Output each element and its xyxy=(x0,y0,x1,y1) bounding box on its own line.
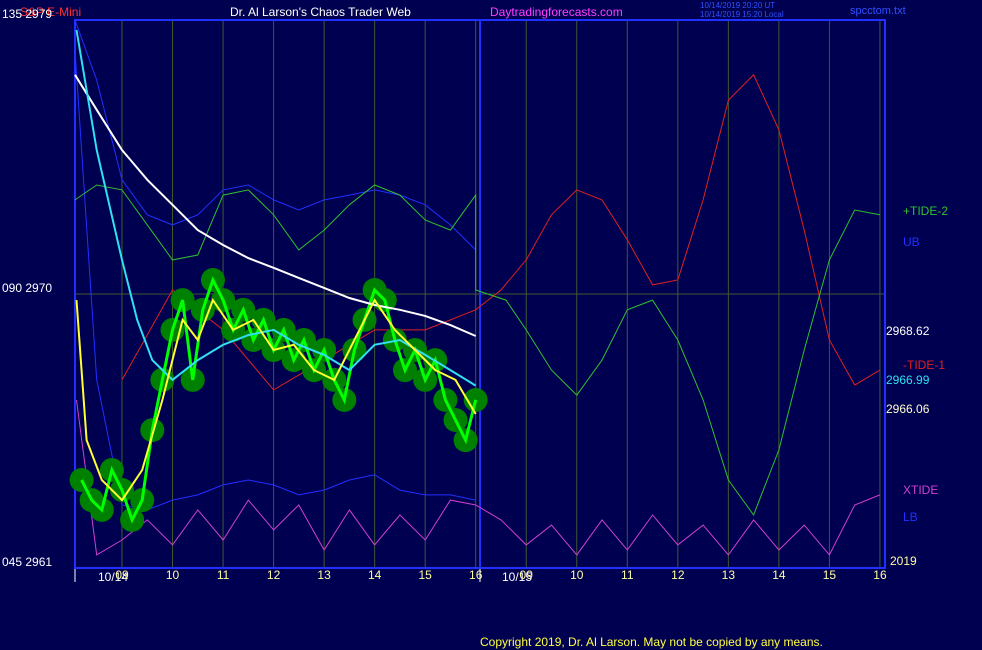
y-tick-label: 090 2970 xyxy=(2,281,52,295)
x-tick-label: 09 xyxy=(115,568,129,582)
y-tick-label: 135 2979 xyxy=(2,7,52,21)
series-label: UB xyxy=(903,235,920,249)
series-line xyxy=(75,297,477,502)
x-tick-label: 12 xyxy=(267,568,281,582)
x-tick-label: 09 xyxy=(520,568,534,582)
x-tick-label: 13 xyxy=(722,568,736,582)
year: 2019 xyxy=(890,554,917,568)
x-tick-label: 10 xyxy=(570,568,584,582)
series-line xyxy=(74,19,477,251)
x-tick-label: 16 xyxy=(469,568,483,582)
series-line xyxy=(80,276,478,524)
symbol: S&P E-Mini xyxy=(20,5,81,19)
x-tick-label: 10 xyxy=(166,568,180,582)
series-line xyxy=(74,184,880,517)
x-tick-label: 14 xyxy=(772,568,786,582)
y-tick-label: 045 2961 xyxy=(2,555,52,569)
copyright: Copyright 2019, Dr. Al Larson. May not b… xyxy=(480,635,823,649)
x-tick-label: 11 xyxy=(621,568,634,582)
series-line xyxy=(76,399,881,556)
date-label: 10/14 xyxy=(98,570,128,584)
x-tick-label: 15 xyxy=(823,568,837,582)
x-tick-label: 12 xyxy=(671,568,685,582)
website: Daytradingforecasts.com xyxy=(490,5,623,19)
timestamp: 10/14/2019 20:20 UT xyxy=(700,1,775,10)
x-tick-label: 15 xyxy=(418,568,432,582)
chart-title: Dr. Al Larson's Chaos Trader Web xyxy=(230,5,411,19)
series-label: XTIDE xyxy=(903,483,938,497)
x-tick-label: 13 xyxy=(317,568,331,582)
x-tick-label: 16 xyxy=(873,568,887,582)
last-value-label: 2968.62 xyxy=(886,324,930,338)
x-tick-label: 11 xyxy=(217,568,230,582)
series-label: LB xyxy=(903,510,918,524)
series-line xyxy=(74,74,477,337)
price-glow xyxy=(69,468,94,493)
timestamp: 10/14/2019 15:20 Local xyxy=(700,10,784,19)
date-label: 10/15 xyxy=(502,570,532,584)
last-value-label: 2966.06 xyxy=(886,402,930,416)
file-name: spcctom.txt xyxy=(850,5,906,17)
last-value-label: 2966.99 xyxy=(886,373,930,387)
x-tick-label: 14 xyxy=(368,568,382,582)
series-label: +TIDE-2 xyxy=(903,204,948,218)
series-label: -TIDE-1 xyxy=(903,358,945,372)
